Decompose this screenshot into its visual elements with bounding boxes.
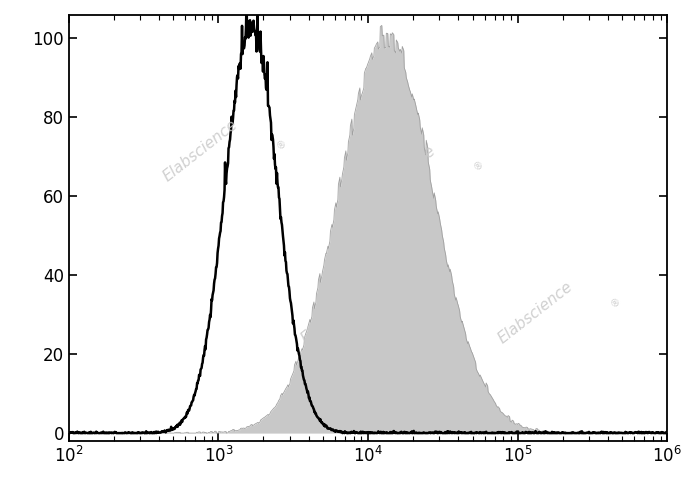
Text: Elabscience: Elabscience — [358, 143, 438, 210]
Text: Elabscience: Elabscience — [495, 279, 576, 347]
Text: Elabscience: Elabscience — [298, 279, 378, 347]
Text: ®: ® — [472, 159, 486, 173]
Text: Elabscience: Elabscience — [160, 118, 241, 185]
Text: ®: ® — [608, 295, 622, 309]
Text: ®: ® — [275, 138, 288, 152]
Text: ®: ® — [411, 295, 424, 309]
